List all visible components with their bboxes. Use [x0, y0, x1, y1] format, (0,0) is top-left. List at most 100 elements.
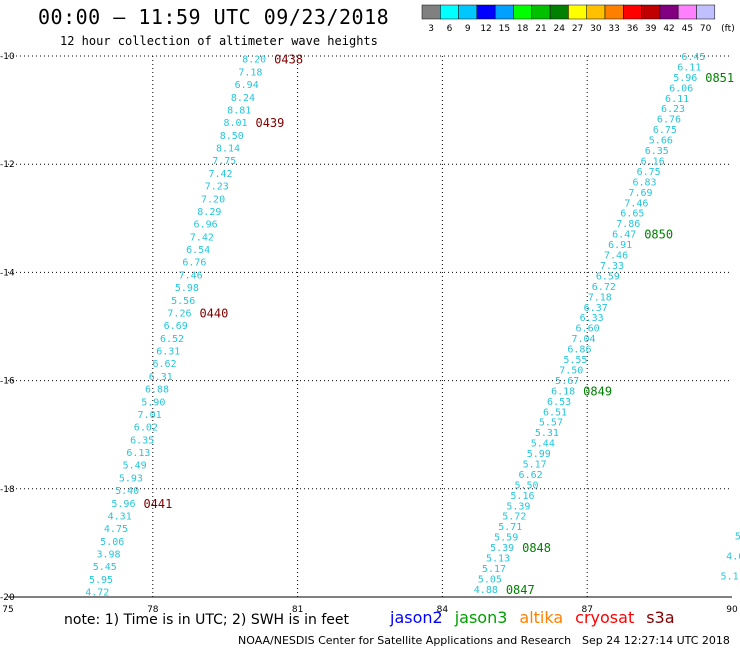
lon-label: 81	[292, 605, 303, 615]
swh-value: 5.39	[506, 501, 530, 512]
swh-value: 5.45	[93, 562, 117, 573]
swh-value: 6.11	[677, 62, 701, 73]
lat-label: -12	[0, 160, 15, 170]
lat-label: -20	[0, 593, 15, 603]
scale-label: 3	[428, 24, 434, 34]
lon-label: 78	[147, 605, 159, 615]
swh-value: 5.06	[100, 537, 124, 548]
time-label: 0850	[644, 228, 673, 242]
swh-value: 5.44	[531, 439, 555, 450]
swh-value: 6.62	[519, 470, 543, 481]
swh-value: 6.69	[164, 321, 188, 332]
swh-value: 7.26	[167, 308, 191, 319]
lon-label: 84	[437, 605, 449, 615]
swh-value: 7.23	[205, 182, 229, 193]
swh-value: 5.67	[555, 376, 579, 387]
swh-value: 6.31	[149, 372, 173, 383]
swh-value: 5.99	[527, 449, 551, 460]
scale-label: 39	[645, 24, 657, 34]
swh-value: 5.55	[563, 355, 587, 366]
swh-value: 5.17	[523, 460, 547, 471]
swh-value: 5.49	[123, 461, 147, 472]
scale-label: 27	[572, 24, 583, 34]
swh-value: 7.50	[559, 365, 583, 376]
swh-value: 6.53	[547, 397, 571, 408]
scale-label: 45	[682, 24, 693, 34]
scale-label: 9	[465, 24, 471, 34]
scale-label: (ft)	[721, 24, 735, 34]
footnote: note: 1) Time is in UTC; 2) SWH is in fe…	[64, 612, 350, 628]
swh-value: 6.91	[608, 240, 632, 251]
lat-label: -10	[0, 52, 15, 62]
lon-label: 87	[581, 605, 592, 615]
satellite-s3a: s3a	[646, 608, 675, 627]
scale-label: 12	[480, 24, 491, 34]
satellite-jason2: jason2	[390, 608, 443, 627]
swh-value: 4.6	[726, 552, 740, 563]
lat-label: -16	[0, 377, 15, 387]
swh-value: 5.50	[514, 480, 538, 491]
scale-swatch	[696, 4, 716, 20]
satellite-jason3: jason3	[454, 608, 508, 627]
swh-value: 6.96	[194, 220, 218, 231]
swh-value: 8.81	[227, 105, 251, 116]
swh-value: 4.88	[474, 585, 498, 596]
scale-label: 24	[554, 24, 566, 34]
scale-label: 15	[499, 24, 510, 34]
page-subtitle: 12 hour collection of altimeter wave hei…	[60, 34, 378, 48]
swh-value: 5.16	[510, 491, 534, 502]
swh-value: 6.88	[145, 385, 169, 396]
swh-value: 5.05	[478, 574, 502, 585]
swh-value: 7.75	[212, 156, 236, 167]
swh-value: 7.69	[628, 188, 652, 199]
swh-value: 8.14	[216, 144, 240, 155]
swh-value: 6.31	[156, 347, 180, 358]
satellite-altika: altika	[519, 608, 564, 627]
swh-value: 6.62	[152, 359, 176, 370]
swh-value: 7.46	[179, 270, 203, 281]
swh-value: 7.20	[201, 194, 225, 205]
swh-value: 6.02	[134, 423, 158, 434]
swh-value: 7.18	[588, 292, 612, 303]
timestamp-text: Sep 24 12:27:14 UTC 2018	[582, 634, 730, 647]
swh-value: 6.13	[126, 448, 150, 459]
swh-value: 6.75	[653, 125, 677, 136]
swh-value: 6.16	[641, 156, 665, 167]
time-label: 0849	[583, 384, 612, 398]
swh-value: 8.50	[220, 131, 244, 142]
scale-label: 30	[590, 24, 602, 34]
scale-label: 6	[447, 24, 453, 34]
swh-value: 5.57	[539, 418, 563, 429]
swh-value: 8.20	[242, 55, 266, 66]
lon-label: 75	[2, 605, 13, 615]
swh-value: 6.51	[543, 407, 567, 418]
swh-value: 6.72	[592, 282, 616, 293]
swh-value: 6.52	[160, 334, 184, 345]
lat-label: -18	[0, 485, 15, 495]
scale-label: 36	[627, 24, 639, 34]
swh-value: 7.04	[571, 334, 595, 345]
swh-value: 6.86	[567, 345, 591, 356]
scale-label: 33	[608, 24, 619, 34]
swh-value: 6.35	[130, 435, 154, 446]
page-title: 00:00 – 11:59 UTC 09/23/2018	[38, 5, 390, 29]
swh-value: 5.	[735, 532, 740, 543]
swh-value: 5.90	[141, 397, 165, 408]
swh-value: 5.96	[673, 73, 697, 84]
swh-value: 5.56	[171, 296, 195, 307]
swh-value: 4.75	[104, 524, 128, 535]
time-label: 0848	[522, 541, 551, 555]
time-label: 0438	[274, 53, 303, 67]
swh-value: 7.18	[238, 67, 262, 78]
swh-value: 5.17	[482, 564, 506, 575]
lat-label: -14	[0, 268, 15, 278]
swh-value: 6.37	[584, 303, 608, 314]
scale-label: 70	[700, 24, 712, 34]
swh-value: 5.31	[535, 428, 559, 439]
swh-value: 6.18	[551, 386, 575, 397]
swh-value: 5.98	[175, 283, 199, 294]
swh-value: 5.72	[502, 512, 526, 523]
satellite-legend: jason2 jason3 altika cryosat s3a	[390, 608, 687, 627]
swh-value: 6.60	[576, 324, 600, 335]
swh-value: 6.76	[182, 258, 206, 269]
